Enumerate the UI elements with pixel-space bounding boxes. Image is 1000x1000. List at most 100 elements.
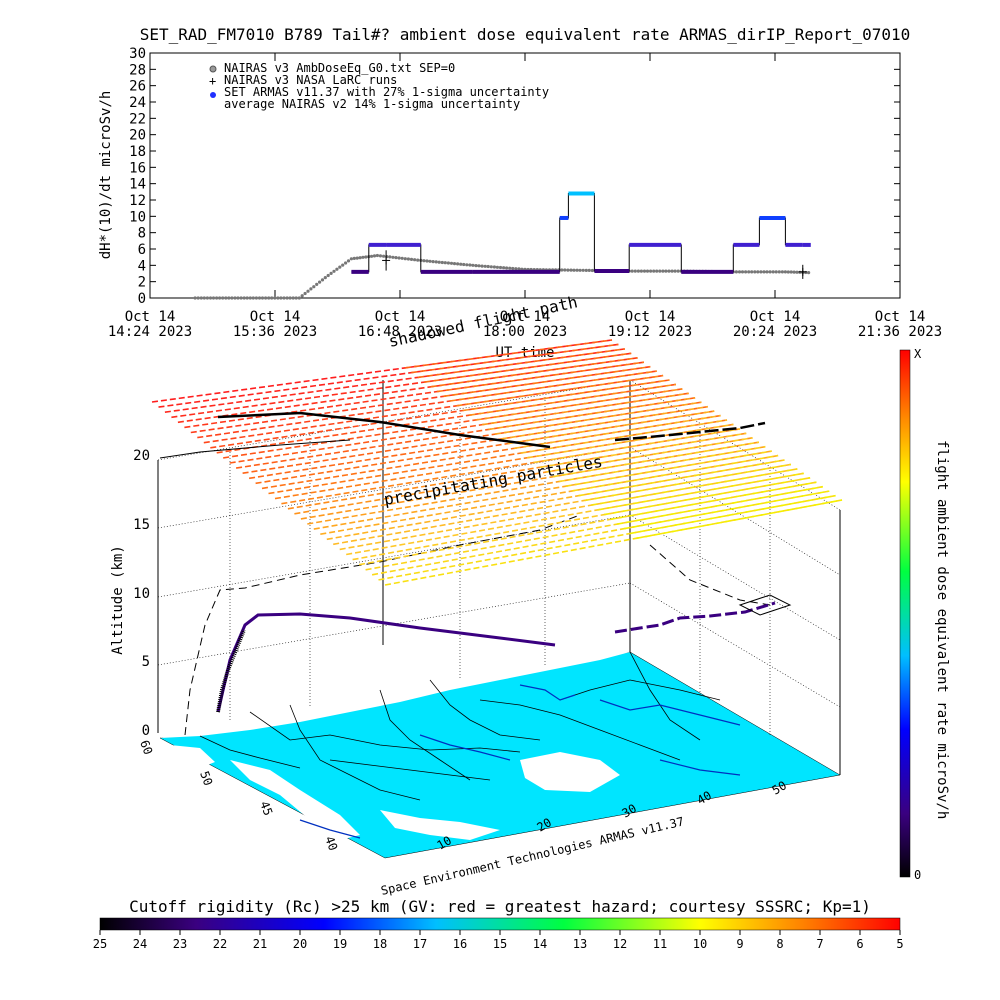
nairas-point (452, 262, 457, 266)
particle-row (203, 374, 664, 444)
particle-row-right (488, 397, 696, 431)
map-sea-adriatic (230, 760, 360, 840)
colorbar-tick-label: 13 (573, 937, 587, 951)
particle-row (235, 397, 696, 469)
nairas-point (403, 257, 407, 261)
particle-row-right (494, 401, 702, 435)
nairas-point (406, 257, 410, 261)
map-sea-black (520, 752, 620, 792)
svg-text:50: 50 (770, 778, 790, 797)
x-tick-date: Oct 14 (375, 309, 426, 325)
nairas-point (315, 282, 319, 286)
y-tick-label: 20 (129, 128, 146, 144)
nairas-point (514, 267, 518, 271)
nairas-point (355, 256, 359, 260)
nairas-point (294, 296, 298, 300)
nairas-point (572, 268, 576, 272)
svg-text:20: 20 (133, 448, 150, 464)
colorbar-tick-label: 24 (133, 937, 147, 951)
nairas-point (498, 265, 503, 270)
nairas-point (673, 269, 677, 273)
particle-row-right (456, 374, 664, 407)
series-armas (351, 191, 811, 274)
particle-row-right (623, 490, 830, 530)
particle-row (210, 379, 670, 449)
particle-row-right (449, 370, 657, 402)
particle-row (158, 343, 619, 408)
nairas-point (309, 287, 313, 291)
nairas-point (318, 280, 322, 284)
nairas-point (245, 296, 249, 300)
nairas-point (780, 270, 785, 274)
legend-item-3: average NAIRAS v2 14% 1-sigma uncertaint… (224, 97, 520, 111)
nairas-point (737, 270, 742, 274)
nairas-point (630, 269, 634, 273)
nairas-point (670, 269, 674, 273)
particle-row-right (424, 352, 632, 383)
nairas-point (517, 267, 521, 271)
flight-end-marker (738, 594, 792, 616)
nairas-point (734, 270, 739, 274)
particle-row-right (501, 405, 708, 440)
nairas-point (344, 261, 348, 265)
nairas-point (437, 260, 441, 264)
bottom-colorbar-label: Cutoff rigidity (Rc) >25 km (GV: red = g… (129, 897, 871, 916)
nairas-point (260, 296, 265, 300)
nairas-point (642, 269, 647, 273)
particle-row (151, 339, 613, 403)
svg-text:20: 20 (535, 815, 555, 834)
particle-row-right (559, 445, 766, 483)
nairas-point (422, 259, 426, 263)
top-x-axis-label: UT time (495, 345, 554, 361)
x-tick-time: 19:12 2023 (608, 324, 692, 340)
particle-row-right (417, 348, 625, 379)
colorbar-tick-label: 21 (253, 937, 267, 951)
nairas-point (218, 296, 222, 300)
right-colorbar-label: flight ambient dose equivalent rate micr… (934, 440, 950, 819)
particle-row-right (481, 392, 689, 426)
nairas-point (667, 269, 671, 273)
colorbar-tick-label: 8 (776, 937, 783, 951)
nairas-point (676, 269, 680, 273)
nairas-point (409, 257, 414, 261)
nairas-point (569, 268, 573, 272)
nairas-point (208, 296, 213, 300)
particle-row-right (514, 414, 721, 450)
chart-title: SET_RAD_FM7010 B789 Tail#? ambient dose … (140, 25, 911, 44)
particle-row-right (546, 437, 753, 473)
particle-row-right (539, 432, 747, 469)
colorbar-tick-label: 17 (413, 937, 427, 951)
nairas-point (477, 264, 481, 268)
nairas-point (251, 296, 255, 300)
x-tick-time: 20:24 2023 (733, 324, 817, 340)
x-tick-time: 16:48 2023 (358, 324, 442, 340)
nairas-point (224, 296, 228, 300)
particle-row-right (533, 428, 740, 464)
nairas-point (480, 264, 484, 268)
nairas-point (459, 262, 463, 266)
nairas-point (759, 270, 763, 274)
nairas-point (370, 254, 374, 258)
nairas-point (270, 296, 274, 300)
flight-top-projection-right (614, 421, 766, 442)
nairas-point (239, 296, 243, 300)
nairas-point (495, 265, 499, 269)
nairas-point (397, 256, 401, 260)
nairas-point (575, 268, 579, 272)
particle-row (300, 441, 760, 520)
svg-text:40: 40 (695, 788, 715, 807)
nairas-point (375, 253, 379, 258)
nairas-point (285, 296, 289, 300)
nairas-point (416, 258, 420, 262)
nairas-point (193, 296, 197, 300)
nairas-point (750, 270, 754, 274)
nairas-point (443, 261, 447, 265)
nairas-point (227, 296, 231, 300)
nairas-point (771, 270, 775, 274)
nairas-point (279, 296, 283, 300)
nairas-point (744, 270, 748, 274)
colorbar-tick-label: 15 (493, 937, 507, 951)
right-colorbar (899, 349, 911, 878)
